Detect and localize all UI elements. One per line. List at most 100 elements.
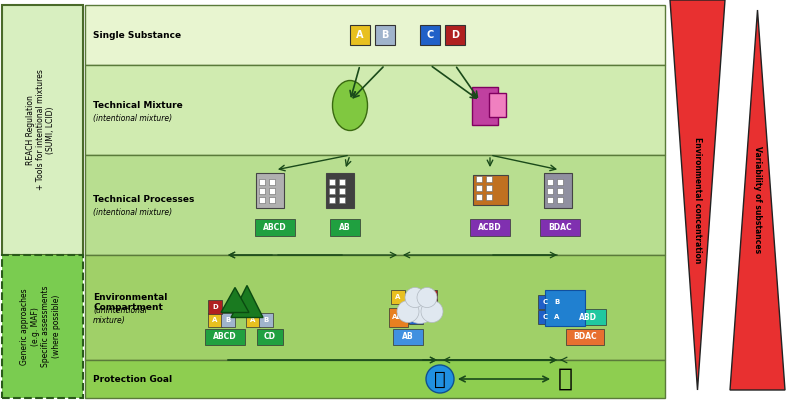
- Text: A: A: [395, 294, 401, 300]
- FancyBboxPatch shape: [540, 218, 580, 236]
- Text: ACBD: ACBD: [478, 222, 502, 232]
- FancyBboxPatch shape: [85, 255, 665, 360]
- FancyBboxPatch shape: [557, 178, 563, 184]
- Text: BDAC: BDAC: [548, 222, 572, 232]
- FancyBboxPatch shape: [486, 185, 491, 191]
- FancyBboxPatch shape: [256, 172, 284, 208]
- Text: ABCD: ABCD: [263, 222, 287, 232]
- Polygon shape: [221, 288, 249, 312]
- Ellipse shape: [333, 80, 367, 130]
- Circle shape: [426, 365, 454, 393]
- Text: C: C: [426, 30, 434, 40]
- FancyBboxPatch shape: [257, 329, 283, 345]
- FancyBboxPatch shape: [259, 196, 265, 202]
- FancyBboxPatch shape: [85, 360, 665, 398]
- FancyBboxPatch shape: [547, 178, 553, 184]
- FancyBboxPatch shape: [339, 196, 345, 202]
- FancyBboxPatch shape: [486, 176, 491, 182]
- FancyBboxPatch shape: [2, 5, 83, 255]
- Text: D: D: [427, 294, 433, 300]
- FancyBboxPatch shape: [475, 194, 482, 200]
- FancyBboxPatch shape: [329, 188, 335, 194]
- Circle shape: [397, 300, 419, 322]
- FancyBboxPatch shape: [255, 218, 295, 236]
- Text: A: A: [554, 314, 560, 320]
- FancyBboxPatch shape: [393, 329, 423, 345]
- FancyBboxPatch shape: [547, 188, 553, 194]
- FancyBboxPatch shape: [339, 188, 345, 194]
- FancyBboxPatch shape: [475, 185, 482, 191]
- FancyBboxPatch shape: [269, 196, 275, 202]
- Text: D: D: [212, 304, 218, 310]
- FancyBboxPatch shape: [473, 175, 507, 205]
- FancyBboxPatch shape: [550, 295, 564, 309]
- FancyBboxPatch shape: [391, 290, 405, 304]
- Text: ABD: ABD: [579, 313, 597, 322]
- Text: 🌍: 🌍: [434, 370, 446, 388]
- FancyBboxPatch shape: [544, 172, 572, 208]
- FancyBboxPatch shape: [2, 255, 83, 398]
- Text: B: B: [263, 317, 269, 323]
- Text: ABCD: ABCD: [213, 332, 237, 341]
- Text: REACH Regulation
+ Tools for intentional mixtures
(SUMI, LCID): REACH Regulation + Tools for intentional…: [26, 70, 55, 190]
- FancyBboxPatch shape: [205, 329, 245, 345]
- Polygon shape: [231, 286, 263, 318]
- FancyBboxPatch shape: [375, 25, 395, 45]
- FancyBboxPatch shape: [475, 176, 482, 182]
- Text: AB: AB: [402, 332, 414, 341]
- FancyBboxPatch shape: [538, 310, 552, 324]
- FancyBboxPatch shape: [329, 178, 335, 184]
- Text: Technical Processes: Technical Processes: [93, 196, 194, 204]
- Polygon shape: [730, 10, 785, 390]
- FancyBboxPatch shape: [259, 313, 273, 327]
- FancyBboxPatch shape: [269, 188, 275, 194]
- Circle shape: [417, 288, 437, 308]
- FancyBboxPatch shape: [566, 329, 604, 345]
- FancyBboxPatch shape: [489, 92, 506, 116]
- FancyBboxPatch shape: [326, 172, 354, 208]
- FancyBboxPatch shape: [85, 5, 665, 65]
- Text: A: A: [250, 317, 256, 323]
- FancyBboxPatch shape: [470, 218, 510, 236]
- Text: (unintentional
mixture): (unintentional mixture): [93, 306, 146, 325]
- Text: B: B: [382, 30, 389, 40]
- Text: B: B: [226, 317, 230, 323]
- Text: Variability of substances: Variability of substances: [753, 146, 762, 254]
- FancyBboxPatch shape: [339, 178, 345, 184]
- FancyBboxPatch shape: [557, 196, 563, 202]
- Text: Technical Mixture: Technical Mixture: [93, 100, 182, 110]
- FancyBboxPatch shape: [472, 86, 498, 124]
- FancyBboxPatch shape: [221, 313, 235, 327]
- FancyBboxPatch shape: [269, 178, 275, 184]
- Circle shape: [404, 292, 436, 324]
- Text: (intentional mixture): (intentional mixture): [93, 208, 172, 218]
- FancyBboxPatch shape: [208, 300, 222, 314]
- Text: Protection Goal: Protection Goal: [93, 374, 172, 384]
- FancyBboxPatch shape: [409, 310, 423, 324]
- FancyBboxPatch shape: [486, 194, 491, 200]
- Text: Environmental
Compartment: Environmental Compartment: [93, 293, 167, 312]
- FancyBboxPatch shape: [246, 313, 260, 327]
- FancyBboxPatch shape: [423, 290, 437, 304]
- Text: (intentional mixture): (intentional mixture): [93, 114, 172, 122]
- FancyBboxPatch shape: [550, 310, 564, 324]
- Text: AD: AD: [393, 314, 403, 320]
- Text: BDAC: BDAC: [573, 332, 597, 341]
- Text: CD: CD: [264, 332, 276, 341]
- FancyBboxPatch shape: [538, 295, 552, 309]
- Circle shape: [405, 288, 425, 308]
- FancyBboxPatch shape: [329, 196, 335, 202]
- Text: C: C: [414, 314, 418, 320]
- Text: A: A: [212, 317, 218, 323]
- FancyBboxPatch shape: [389, 308, 407, 327]
- FancyBboxPatch shape: [547, 196, 553, 202]
- FancyBboxPatch shape: [259, 188, 265, 194]
- Text: D: D: [451, 30, 459, 40]
- FancyBboxPatch shape: [350, 25, 370, 45]
- Text: Environmental concentration: Environmental concentration: [693, 137, 702, 263]
- FancyBboxPatch shape: [208, 313, 222, 327]
- Circle shape: [421, 300, 443, 322]
- Text: A: A: [356, 30, 364, 40]
- FancyBboxPatch shape: [570, 309, 606, 325]
- Text: Generic approaches
(e.g. MAF)
Specific assessments
(where possible): Generic approaches (e.g. MAF) Specific a…: [21, 286, 61, 367]
